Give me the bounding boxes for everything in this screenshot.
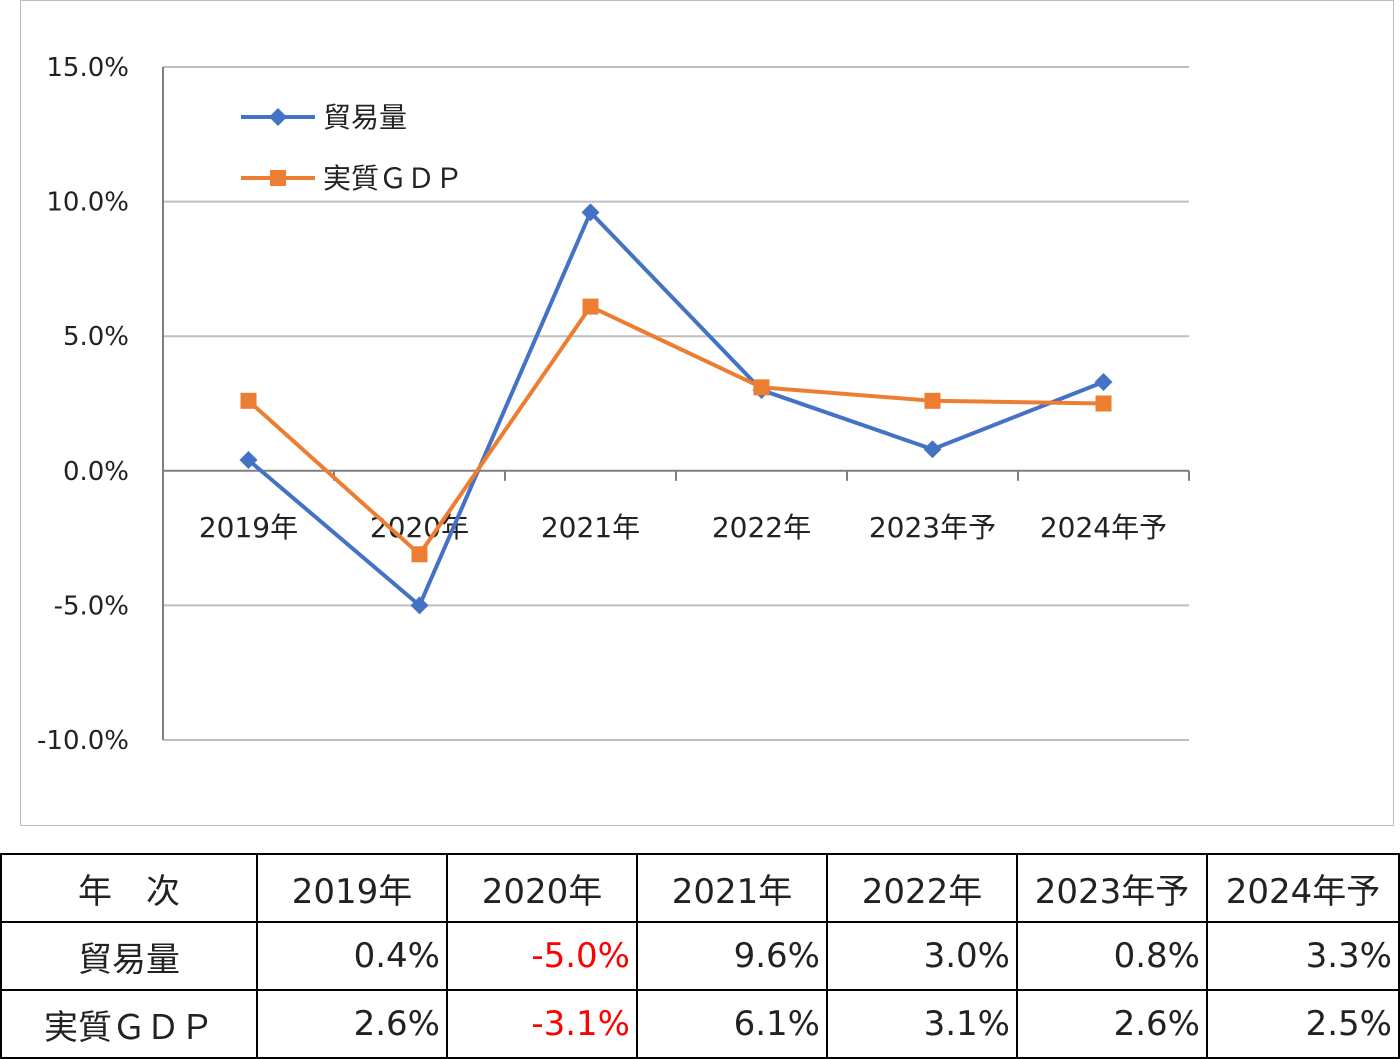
table-year-cell: 2024年予	[1206, 853, 1400, 923]
data-table: 年 次 2019年 2020年 2021年 2022年 2023年予 2024年…	[0, 853, 1400, 1059]
series-1	[240, 298, 1112, 563]
table-row-label: 貿易量	[0, 921, 258, 991]
series-line	[247, 210, 1105, 608]
table-cell: 6.1%	[636, 989, 828, 1059]
data-point	[924, 392, 941, 409]
series-line	[247, 304, 1104, 557]
table-row-trade: 貿易量 0.4% -5.0% 9.6% 3.0% 0.8% 3.3%	[0, 921, 1400, 991]
data-point	[923, 440, 942, 459]
data-point	[1094, 372, 1113, 391]
legend-marker	[269, 108, 287, 126]
legend-label: 貿易量	[323, 101, 407, 134]
data-point	[240, 392, 257, 409]
table-cell: -3.1%	[446, 989, 638, 1059]
table-cell: 0.8%	[1016, 921, 1208, 991]
table-cell: 3.3%	[1206, 921, 1400, 991]
x-tick-label: 2019年	[199, 511, 298, 544]
table-header-row: 年 次 2019年 2020年 2021年 2022年 2023年予 2024年…	[0, 853, 1400, 923]
table-header-label: 年 次	[0, 853, 258, 923]
x-tick-label: 2024年予	[1040, 511, 1167, 544]
data-point	[410, 596, 429, 615]
table-row-gdp: 実質ＧＤＰ 2.6% -3.1% 6.1% 3.1% 2.6% 2.5%	[0, 989, 1400, 1059]
x-tick-label: 2023年予	[869, 511, 996, 544]
y-tick-label: -10.0%	[37, 726, 129, 756]
y-tick-label: 15.0%	[46, 53, 129, 83]
table-cell: 9.6%	[636, 921, 828, 991]
x-tick-label: 2022年	[712, 511, 811, 544]
chart-frame: 15.0% 10.0% 5.0% 0.0% -5.0% -10.0% 2019年 2020年 2…	[20, 0, 1394, 826]
x-tick-label: 2021年	[541, 511, 640, 544]
y-tick-label: 0.0%	[63, 457, 129, 487]
table-year-cell: 2021年	[636, 853, 828, 923]
table-cell: 2.6%	[256, 989, 448, 1059]
legend-label: 実質ＧＤＰ	[323, 162, 463, 195]
data-point	[582, 298, 599, 315]
legend-entry: 貿易量	[241, 101, 407, 134]
table-row-label: 実質ＧＤＰ	[0, 989, 258, 1059]
table-cell: 2.5%	[1206, 989, 1400, 1059]
table-year-cell: 2019年	[256, 853, 448, 923]
table-cell: 0.4%	[256, 921, 448, 991]
table-year-cell: 2023年予	[1016, 853, 1208, 923]
table-cell: 2.6%	[1016, 989, 1208, 1059]
line-chart: 15.0%10.0%5.0%0.0%-5.0%-10.0%2019年 2020年 2…	[37, 53, 1190, 756]
table-cell: 3.1%	[826, 989, 1018, 1059]
series-0	[239, 203, 1113, 615]
table-cell: 3.0%	[826, 921, 1018, 991]
y-tick-label: 5.0%	[63, 322, 129, 352]
table-year-cell: 2020年	[446, 853, 638, 923]
legend-entry: 実質ＧＤＰ	[241, 162, 463, 195]
y-tick-label: 10.0%	[46, 188, 129, 218]
data-point	[239, 451, 258, 470]
table-cell: -5.0%	[446, 921, 638, 991]
legend-marker	[270, 170, 286, 186]
data-point	[753, 379, 770, 396]
table-year-cell: 2022年	[826, 853, 1018, 923]
data-point	[1095, 395, 1112, 412]
y-tick-label: -5.0%	[54, 591, 129, 621]
data-point	[411, 546, 428, 563]
data-point	[581, 203, 600, 222]
